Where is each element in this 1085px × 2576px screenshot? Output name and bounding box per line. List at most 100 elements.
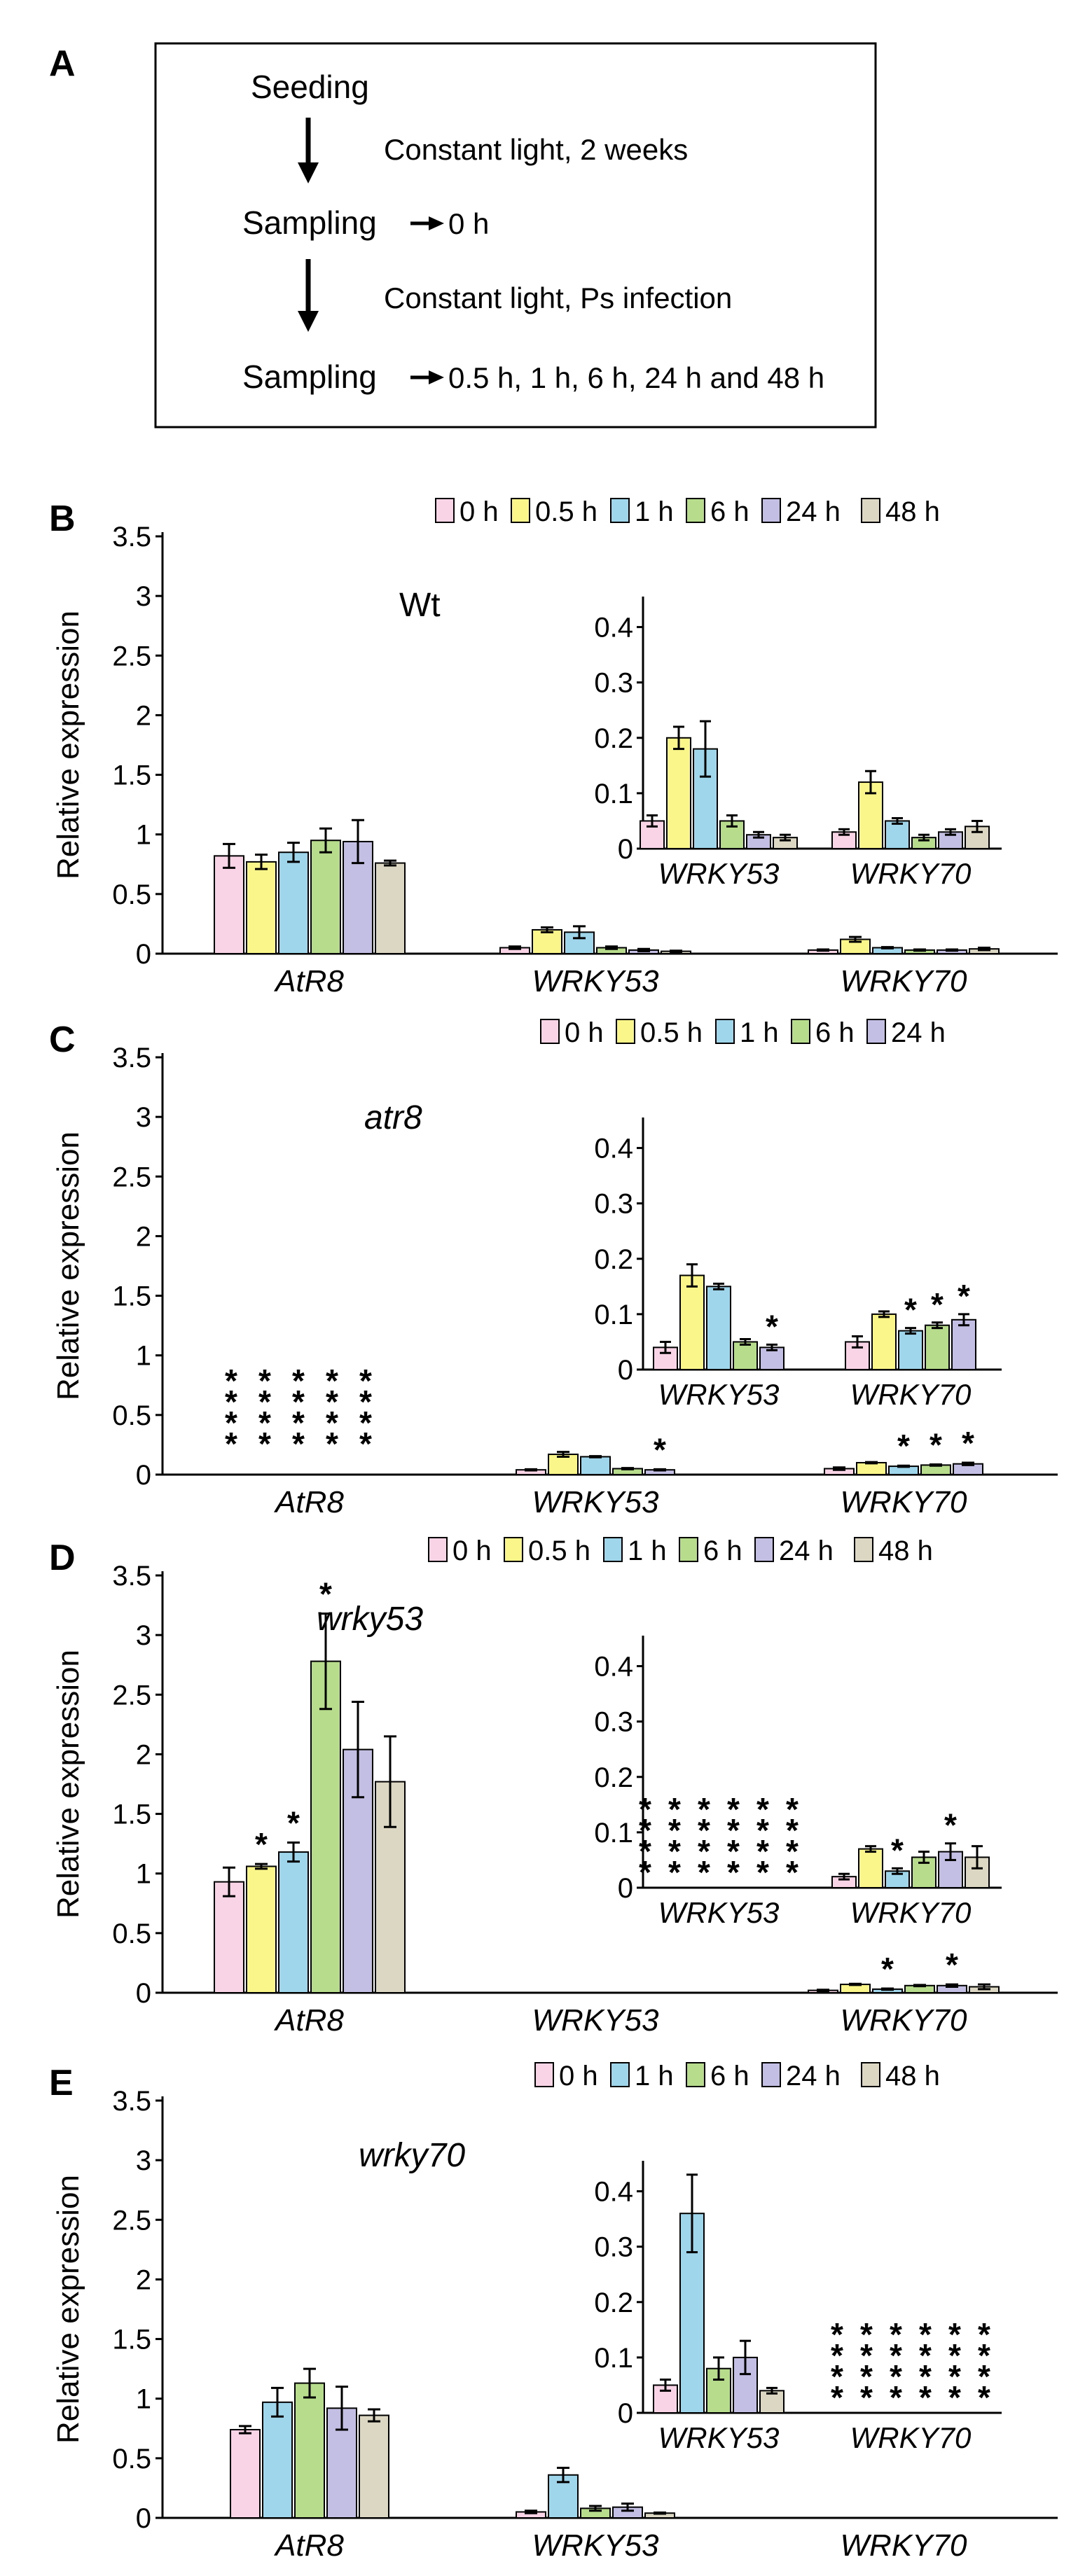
inset-category-label: WRKY53 <box>658 857 780 890</box>
inset-missing-expression-star: * <box>698 1833 710 1870</box>
legend-swatch <box>861 2062 880 2087</box>
missing-expression-star: * <box>359 1405 372 1441</box>
x-category-label: WRKY53 <box>532 1485 659 1519</box>
y-tick-label: 0 <box>136 2503 151 2534</box>
y-tick-label: 2 <box>136 700 151 731</box>
inset-missing-expression-star: * <box>639 1833 651 1870</box>
genotype-label: atr8 <box>364 1099 422 1136</box>
missing-expression-star: * <box>326 1384 338 1420</box>
inset-category-label: WRKY53 <box>658 1378 780 1411</box>
bar <box>375 862 406 955</box>
legend-label: 24 h <box>779 1536 834 1566</box>
time2-label: 0.5 h, 1 h, 6 h, 24 h and 48 h <box>448 361 824 394</box>
inset-category-label: WRKY53 <box>658 1896 780 1929</box>
legend-swatch <box>504 1537 523 1562</box>
bar <box>359 2414 389 2519</box>
legend-label: 0 h <box>565 1017 604 1048</box>
legend-swatch <box>610 2062 630 2087</box>
y-tick-label: 3.5 <box>112 1561 151 1592</box>
inset-missing-expression-star: * <box>919 2316 932 2353</box>
inset-missing-expression-star: * <box>831 2379 843 2416</box>
y-tick-label: 0.5 <box>112 1919 151 1949</box>
inset-bar <box>925 1324 950 1370</box>
y-axis-label: Relative expression <box>51 2175 85 2444</box>
legend-label: 48 h <box>878 1536 933 1566</box>
inset-category-label: WRKY70 <box>850 857 972 890</box>
significance-star: * <box>287 1804 300 1841</box>
seeding-label: Seeding <box>251 69 369 105</box>
x-category-label: WRKY70 <box>841 2528 967 2563</box>
step1-label: Constant light, 2 weeks <box>384 133 688 166</box>
y-tick-label: 1.5 <box>112 760 151 791</box>
y-tick-label: 1 <box>136 1341 151 1372</box>
y-tick-label: 2 <box>136 2264 151 2295</box>
inset-bar <box>858 1848 883 1889</box>
legend-label: 1 h <box>628 1536 667 1566</box>
inset-category-label: WRKY53 <box>658 2421 780 2454</box>
legend-label: 0.5 h <box>528 1536 590 1566</box>
inset-y-tick-label: 0.4 <box>594 1134 633 1164</box>
workflow-box <box>154 42 877 429</box>
missing-expression-star: * <box>258 1384 271 1420</box>
inset-missing-expression-star: * <box>831 2316 843 2353</box>
y-tick-label: 2.5 <box>112 2205 151 2236</box>
inset-y-tick-label: 0.1 <box>594 2343 633 2374</box>
missing-expression-star: * <box>225 1405 237 1441</box>
bar <box>246 861 277 954</box>
inset-missing-expression-star: * <box>978 2337 990 2374</box>
y-tick-label: 0 <box>136 1460 151 1491</box>
y-tick-label: 1 <box>136 2384 151 2415</box>
missing-expression-star: * <box>292 1384 305 1420</box>
legend-label: 1 h <box>635 2061 674 2091</box>
missing-expression-star: * <box>359 1363 372 1399</box>
missing-expression-star: * <box>225 1384 237 1420</box>
legend-label: 48 h <box>885 2061 940 2091</box>
bar <box>214 855 244 955</box>
significance-star: * <box>654 1431 666 1468</box>
legend-label: 6 h <box>815 1017 855 1048</box>
significance-star: * <box>929 1427 942 1463</box>
inset-missing-expression-star: * <box>890 2358 902 2395</box>
missing-expression-star: * <box>326 1426 338 1462</box>
x-category-label: WRKY53 <box>532 2528 659 2563</box>
inset-y-tick-label: 0.4 <box>594 613 633 643</box>
panel-letter: D <box>49 1538 76 1578</box>
y-tick-label: 0.5 <box>112 879 151 910</box>
bar <box>278 1851 309 1993</box>
inset-missing-expression-star: * <box>831 2337 843 2374</box>
inset-missing-expression-star: * <box>786 1833 799 1870</box>
time1-label: 0 h <box>448 207 489 240</box>
legend-swatch <box>866 1019 886 1044</box>
legend-label: 48 h <box>885 496 940 527</box>
inset-bar <box>733 1341 758 1371</box>
legend-label: 0.5 h <box>640 1017 703 1048</box>
inset-y-tick-label: 0 <box>618 2398 633 2429</box>
bar <box>532 928 562 955</box>
inset-missing-expression-star: * <box>919 2337 932 2374</box>
y-tick-label: 3.5 <box>112 522 151 552</box>
inset-y-tick-label: 0.1 <box>594 779 633 809</box>
inset-missing-expression-star: * <box>727 1833 740 1870</box>
inset-missing-expression-star: * <box>668 1812 681 1849</box>
inset-missing-expression-star: * <box>919 2358 932 2395</box>
panel-a: A Seeding Constant light, 2 weeks Sampli… <box>49 42 877 429</box>
inset-y-tick-label: 0.3 <box>594 1189 633 1220</box>
significance-star: * <box>897 1428 910 1464</box>
legend-label: 24 h <box>891 1017 946 1048</box>
inset-missing-expression-star: * <box>978 2379 990 2416</box>
legend-label: 0.5 h <box>535 496 597 527</box>
step2-label: Constant light, Ps infection <box>384 281 732 314</box>
significance-star: * <box>255 1826 268 1863</box>
inset-category-label: WRKY70 <box>850 1378 972 1411</box>
inset-missing-expression-star: * <box>668 1854 681 1891</box>
legend-label: 0 h <box>459 496 499 527</box>
inset-missing-expression-star: * <box>639 1791 651 1827</box>
legend-swatch <box>686 498 705 523</box>
inset-y-tick-label: 0.2 <box>594 2288 633 2318</box>
missing-expression-star: * <box>225 1426 237 1462</box>
inset-y-tick-label: 0.4 <box>594 2177 633 2208</box>
missing-expression-star: * <box>258 1405 271 1441</box>
